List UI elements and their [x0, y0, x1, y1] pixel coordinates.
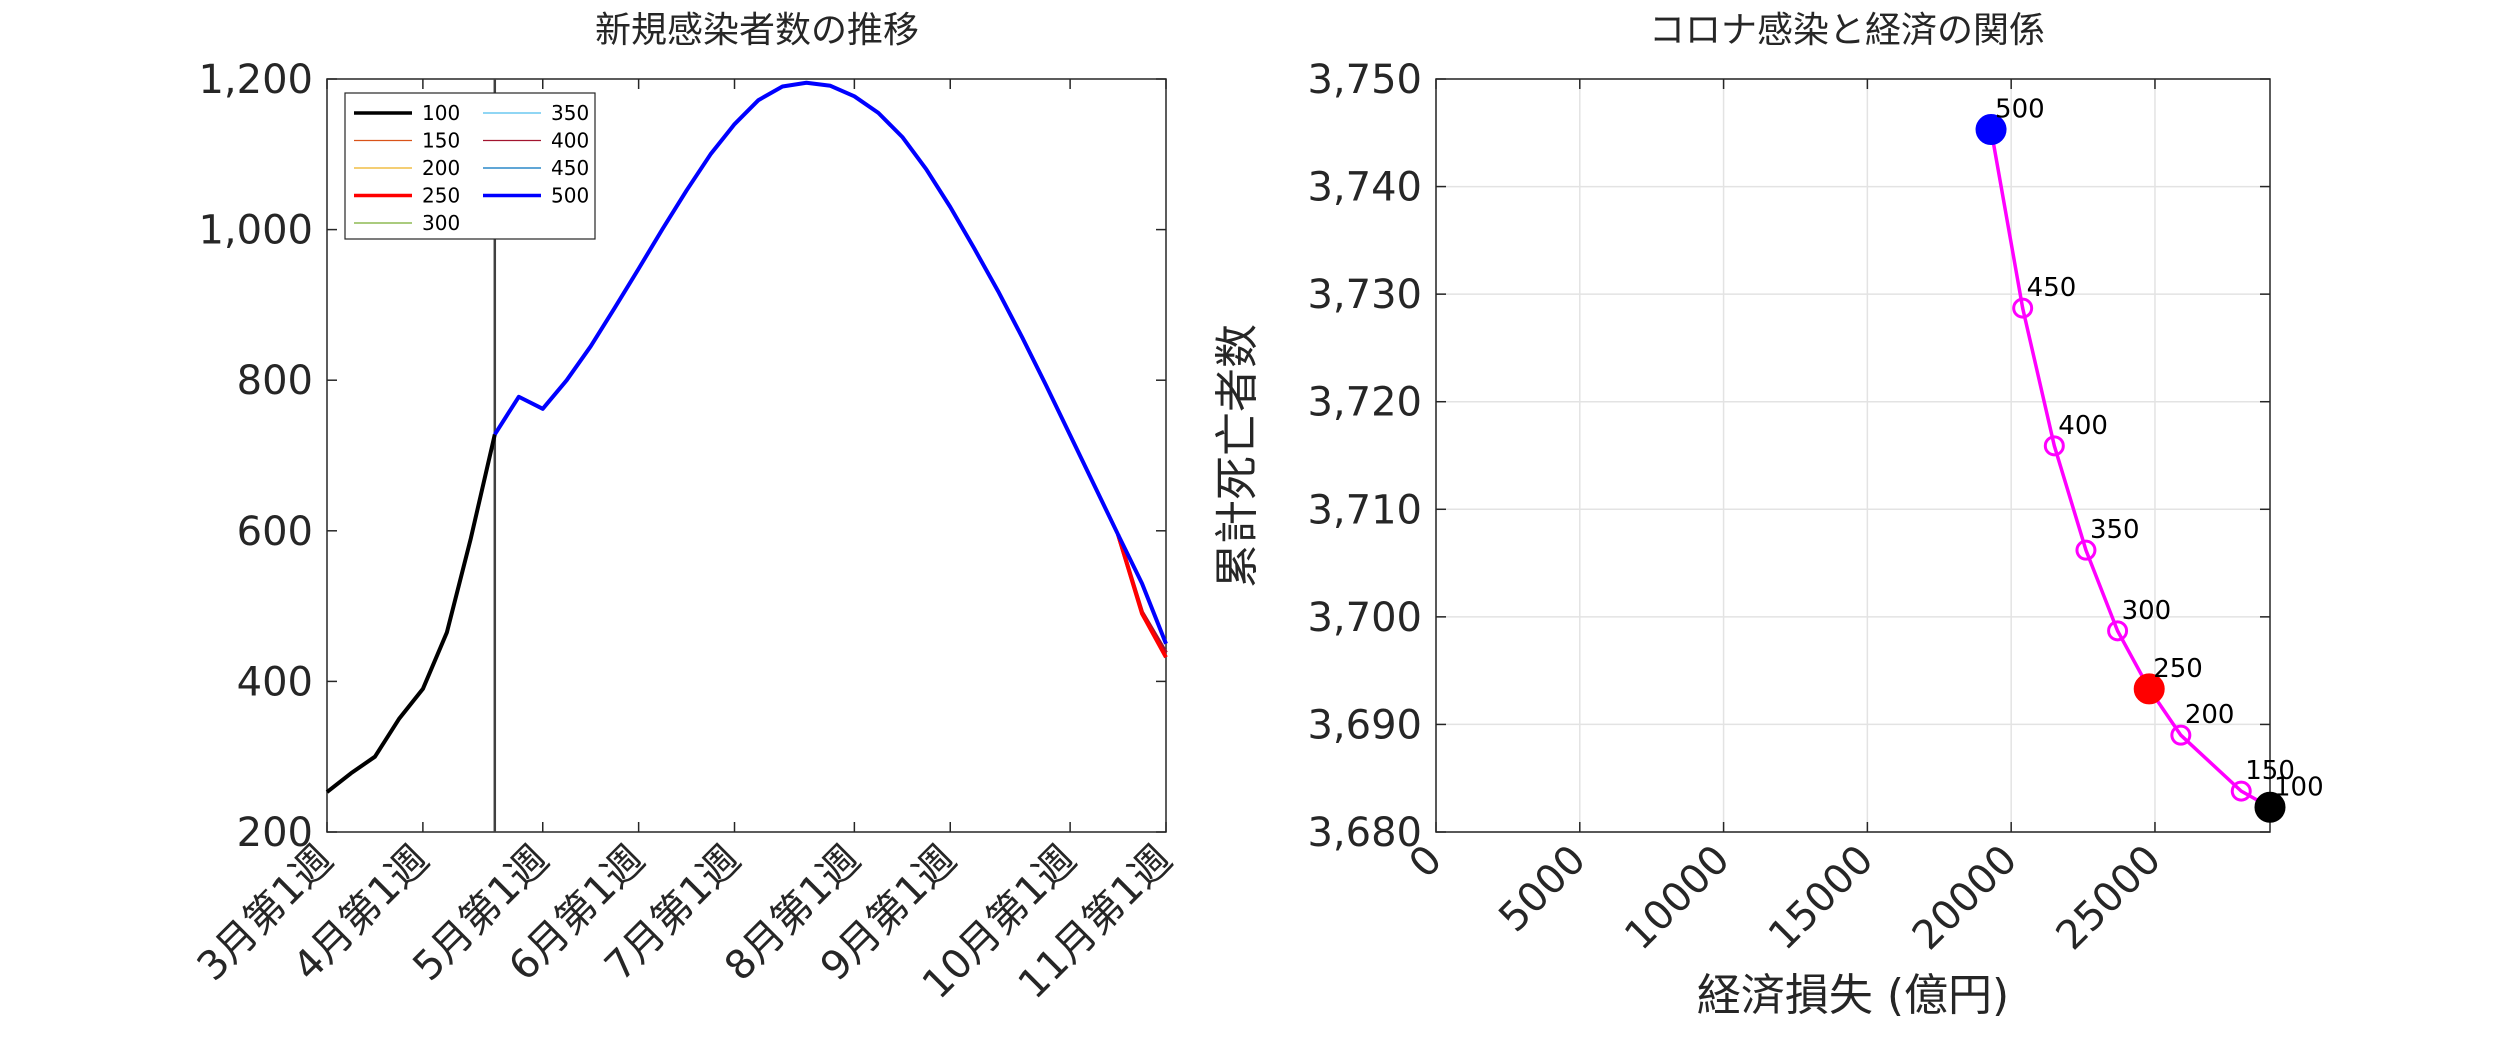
y-tick-label: 3,680: [1307, 810, 1422, 856]
y-tick-label: 200: [237, 810, 313, 856]
series-line-250: [1116, 533, 1168, 659]
y-tick-label: 3,720: [1307, 380, 1422, 426]
data-point-300: [2107, 620, 2129, 642]
point-label: 100: [2274, 772, 2324, 802]
x-tick-label: 5000: [1490, 837, 1595, 942]
data-point-200: [2170, 724, 2192, 746]
data-point-450: [2012, 297, 2034, 319]
point-label: 350: [2090, 515, 2140, 545]
y-tick-label: 3,710: [1307, 487, 1422, 533]
data-point-500: [1975, 114, 2007, 146]
point-label: 300: [2122, 596, 2172, 626]
y-tick-label: 600: [237, 509, 313, 555]
y-tick-label: 1,200: [198, 57, 313, 103]
y-tick-label: 3,730: [1307, 272, 1422, 318]
point-label: 450: [2027, 273, 2077, 303]
series-line-early: [325, 433, 497, 794]
plot-area: [1435, 78, 2271, 833]
legend-label: 100: [422, 101, 460, 125]
connecting-line: [1989, 129, 2271, 809]
y-tick-label: 3,700: [1307, 595, 1422, 641]
legend-label: 450: [551, 156, 589, 180]
covid-economy-chart: コロナ感染と経済の関係 3,680 3,690 3,700 3,710 3,720 3,7…: [1212, 10, 2324, 1021]
x-tick-label: 10000: [1616, 837, 1739, 960]
point-label: 400: [2058, 411, 2108, 441]
legend-label: 300: [422, 211, 460, 235]
data-point-250: [2133, 673, 2165, 705]
chart-title: コロナ感染と経済の関係: [1649, 10, 2045, 51]
y-tick-label: 800: [237, 358, 313, 404]
point-label: 500: [1995, 95, 2045, 125]
legend-label: 200: [422, 156, 460, 180]
data-point-350: [2075, 539, 2097, 561]
legend-label: 500: [551, 184, 589, 208]
point-label: 250: [2153, 654, 2203, 684]
y-axis-label: 累計死亡者数: [1212, 324, 1263, 588]
x-tick-label: 15000: [1760, 837, 1883, 960]
y-tick-label: 3,750: [1307, 57, 1422, 103]
y-tick-label: 400: [237, 659, 313, 705]
point-label: 150: [2245, 756, 2295, 786]
data-point-100: [2254, 791, 2286, 823]
legend-box: [344, 92, 596, 240]
series-line-500: [493, 80, 1168, 645]
legend-label: 400: [551, 129, 589, 153]
y-tick-label: 1,000: [198, 208, 313, 254]
data-point-400: [2043, 435, 2065, 457]
x-axis-label: 経済損失 (億円): [1697, 970, 2009, 1021]
legend-label: 350: [551, 101, 589, 125]
legend-label: 250: [422, 184, 460, 208]
infection-trend-chart: 新規感染者数の推移 2004006008001,0001,2003月第1週4月第…: [189, 10, 1181, 1008]
legend: 100 150 200 250 300 350 400 450 500: [344, 92, 596, 240]
data-point-150: [2230, 780, 2252, 802]
chart-title: 新規感染者数の推移: [595, 10, 919, 51]
y-tick-label: 3,740: [1307, 165, 1422, 211]
x-tick-label: 25000: [2048, 837, 2171, 960]
y-tick-label: 3,690: [1307, 702, 1422, 748]
point-label: 200: [2185, 700, 2235, 730]
legend-label: 150: [422, 129, 460, 153]
x-tick-label: 20000: [1904, 837, 2027, 960]
